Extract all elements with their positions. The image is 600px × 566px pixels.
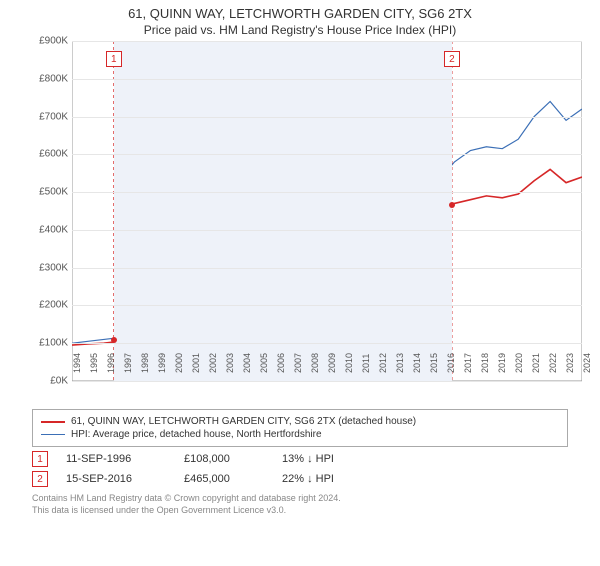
x-tick-label: 2018 — [480, 353, 490, 373]
event-badge: 2 — [32, 471, 48, 487]
x-tick-label: 1997 — [123, 353, 133, 373]
x-tick-label: 2015 — [429, 353, 439, 373]
x-tick-label: 1996 — [106, 353, 116, 373]
x-tick-label: 1995 — [89, 353, 99, 373]
legend-item: HPI: Average price, detached house, Nort… — [41, 429, 559, 440]
plot-region: 1994 1995 1996 1997 1998 1999 2000 2001 2002 2003… — [72, 41, 582, 381]
legend-label: 61, QUINN WAY, LETCHWORTH GARDEN CITY, S… — [71, 416, 416, 427]
event-shade — [114, 41, 452, 381]
event-diff: 13% ↓ HPI — [282, 453, 334, 465]
x-tick-label: 2002 — [208, 353, 218, 373]
chart-title: 61, QUINN WAY, LETCHWORTH GARDEN CITY, S… — [0, 6, 600, 21]
chart-area: 1994 1995 1996 1997 1998 1999 2000 2001 2002 2003… — [32, 41, 592, 401]
gridline — [72, 305, 582, 306]
y-tick-label: £600K — [32, 149, 68, 160]
legend-swatch — [41, 421, 65, 423]
y-tick-label: £800K — [32, 73, 68, 84]
event-date: 11-SEP-1996 — [66, 453, 166, 465]
x-tick-label: 2011 — [361, 354, 371, 373]
gridline — [72, 154, 582, 155]
x-tick-label: 2003 — [225, 353, 235, 373]
event-callout: 1 — [106, 51, 122, 67]
event-callout: 2 — [444, 51, 460, 67]
x-tick-label: 2021 — [531, 353, 541, 373]
x-tick-label: 2012 — [378, 353, 388, 373]
gridline — [72, 343, 582, 344]
y-tick-label: £300K — [32, 262, 68, 273]
event-price: £108,000 — [184, 453, 264, 465]
y-tick-label: £400K — [32, 224, 68, 235]
x-tick-label: 2023 — [565, 353, 575, 373]
event-price: £465,000 — [184, 473, 264, 485]
event-marker — [449, 202, 455, 208]
event-row: 2 15-SEP-2016 £465,000 22% ↓ HPI — [32, 471, 568, 487]
legend-item: 61, QUINN WAY, LETCHWORTH GARDEN CITY, S… — [41, 416, 559, 427]
chart-subtitle: Price paid vs. HM Land Registry's House … — [0, 23, 600, 37]
gridline — [72, 268, 582, 269]
gridline — [72, 41, 582, 42]
x-tick-label: 2001 — [191, 353, 201, 373]
x-tick-label: 2024 — [582, 353, 592, 373]
gridline — [72, 230, 582, 231]
footer: Contains HM Land Registry data © Crown c… — [32, 493, 568, 516]
x-tick-label: 2000 — [174, 353, 184, 373]
y-tick-label: £500K — [32, 187, 68, 198]
x-tick-label: 2013 — [395, 353, 405, 373]
gridline — [72, 79, 582, 80]
x-tick-label: 2006 — [276, 353, 286, 373]
y-tick-label: £200K — [32, 300, 68, 311]
event-date: 15-SEP-2016 — [66, 473, 166, 485]
x-tick-label: 1998 — [140, 353, 150, 373]
legend-swatch — [41, 434, 65, 435]
x-tick-label: 2010 — [344, 353, 354, 373]
footer-line: Contains HM Land Registry data © Crown c… — [32, 493, 568, 505]
x-tick-label: 2007 — [293, 353, 303, 373]
gridline — [72, 117, 582, 118]
event-row: 1 11-SEP-1996 £108,000 13% ↓ HPI — [32, 451, 568, 467]
x-tick-label: 2014 — [412, 353, 422, 373]
legend: 61, QUINN WAY, LETCHWORTH GARDEN CITY, S… — [32, 409, 568, 447]
x-tick-label: 2009 — [327, 353, 337, 373]
y-tick-label: £700K — [32, 111, 68, 122]
y-tick-label: £100K — [32, 338, 68, 349]
footer-line: This data is licensed under the Open Gov… — [32, 505, 568, 517]
legend-label: HPI: Average price, detached house, Nort… — [71, 429, 322, 440]
gridline — [72, 381, 582, 382]
x-tick-label: 2022 — [548, 353, 558, 373]
x-tick-label: 2008 — [310, 353, 320, 373]
x-tick-label: 2020 — [514, 353, 524, 373]
x-tick-label: 2019 — [497, 353, 507, 373]
y-tick-label: £0K — [32, 376, 68, 387]
x-tick-label: 2017 — [463, 353, 473, 373]
x-tick-label: 2004 — [242, 353, 252, 373]
events-list: 1 11-SEP-1996 £108,000 13% ↓ HPI 2 15-SE… — [32, 451, 568, 487]
x-tick-label: 2005 — [259, 353, 269, 373]
event-badge: 1 — [32, 451, 48, 467]
gridline — [72, 192, 582, 193]
y-tick-label: £900K — [32, 36, 68, 47]
x-tick-label: 2016 — [446, 353, 456, 373]
x-tick-label: 1999 — [157, 353, 167, 373]
x-tick-label: 1994 — [72, 353, 82, 373]
event-diff: 22% ↓ HPI — [282, 473, 334, 485]
